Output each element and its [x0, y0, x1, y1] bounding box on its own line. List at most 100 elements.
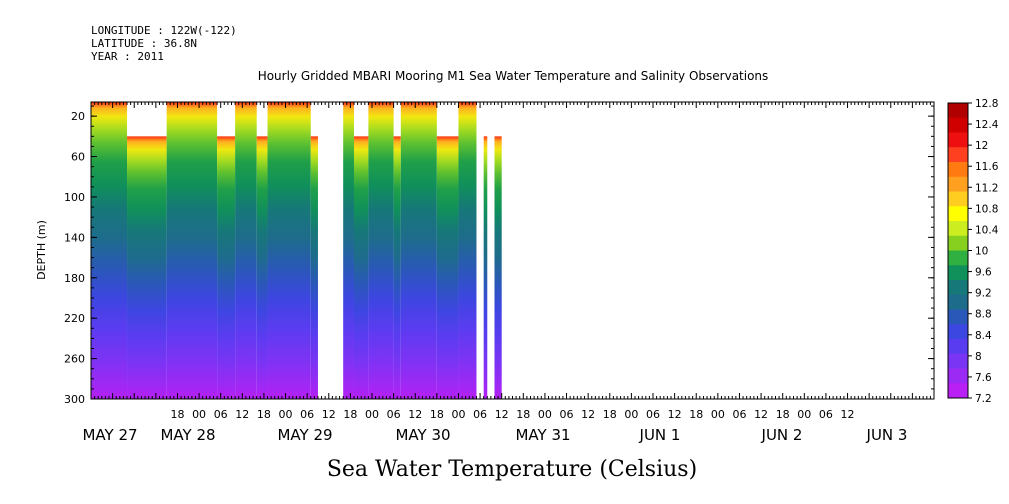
x-date-label: MAY 30 — [395, 426, 450, 444]
x-date-label: JUN 2 — [761, 426, 803, 444]
colorbar-swatch — [948, 353, 968, 369]
x-date-label: MAY 31 — [515, 426, 570, 444]
data-column — [127, 136, 167, 399]
colorbar-swatch — [948, 103, 968, 119]
x-date-label: MAY 29 — [277, 426, 332, 444]
x-tick-label: 12 — [408, 408, 422, 421]
x-axis: 18 00 06 12 18 00 06 12 18 00 06 12 18 00 06 12 18 00 06 12… — [82, 102, 935, 444]
x-tick-label: 12 — [495, 408, 509, 421]
data-column — [343, 102, 354, 399]
x-date-label: JUN 3 — [866, 426, 908, 444]
x-tick-label: 18 — [776, 408, 790, 421]
longitude-label: LONGITUDE : 122W(-122) — [91, 24, 237, 37]
x-tick-label: 18 — [170, 408, 184, 421]
y-tick-label: 100 — [64, 191, 85, 204]
x-tick-label: 00 — [365, 408, 379, 421]
colorbar-swatch — [948, 265, 968, 281]
data-column — [368, 102, 394, 399]
x-tick-label: 00 — [451, 408, 465, 421]
x-tick-label: 06 — [473, 408, 487, 421]
data-column — [436, 136, 459, 399]
data-column — [310, 136, 318, 399]
x-tick-label: 06 — [732, 408, 746, 421]
data-columns — [91, 102, 502, 399]
colorbar-swatch — [948, 235, 968, 251]
colorbar-swatch — [948, 191, 968, 207]
colorbar-label: 12.4 — [975, 119, 999, 131]
x-tick-label: 12 — [668, 408, 682, 421]
y-tick-label: 180 — [64, 272, 85, 285]
y-tick-label: 220 — [64, 312, 85, 325]
colorbar-label: 10.8 — [975, 203, 998, 215]
y-tick-label: 260 — [64, 353, 85, 366]
colorbar-label: 9.2 — [975, 288, 992, 300]
year-label: YEAR : 2011 — [91, 50, 164, 63]
colorbar-label: 11.2 — [975, 182, 998, 194]
x-tick-label: 12 — [754, 408, 768, 421]
data-column — [400, 102, 437, 399]
x-tick-label: 00 — [279, 408, 293, 421]
colorbar-label: 7.6 — [975, 372, 992, 384]
data-column — [494, 136, 502, 399]
x-tick-label: 00 — [538, 408, 552, 421]
colorbar-label: 11.6 — [975, 161, 999, 173]
x-tick-label: 06 — [819, 408, 833, 421]
plot-area — [91, 102, 934, 399]
y-tick-label: 300 — [64, 393, 85, 406]
x-tick-label: 06 — [300, 408, 314, 421]
colorbar-swatch — [948, 206, 968, 222]
data-column — [393, 136, 401, 399]
x-date-label: JUN 1 — [639, 426, 681, 444]
colorbar-swatch — [948, 309, 968, 325]
colorbar-label: 8 — [975, 351, 982, 363]
x-tick-label: 00 — [192, 408, 206, 421]
colorbar-label: 7.2 — [975, 393, 992, 405]
data-column — [353, 136, 369, 399]
colorbar-label: 12.8 — [975, 98, 998, 110]
x-tick-label: 00 — [711, 408, 725, 421]
x-tick-label: 06 — [214, 408, 228, 421]
x-tick-label: 18 — [689, 408, 703, 421]
latitude-label: LATITUDE : 36.8N — [91, 37, 197, 50]
x-tick-label: 00 — [624, 408, 638, 421]
x-tick-label: 06 — [646, 408, 660, 421]
colorbar-swatch — [948, 117, 968, 133]
colorbar-swatch — [948, 147, 968, 163]
colorbar-swatch — [948, 339, 968, 355]
data-column — [458, 102, 477, 399]
x-date-label: MAY 28 — [160, 426, 215, 444]
y-tick-label: 60 — [71, 151, 85, 164]
x-tick-label: 06 — [560, 408, 574, 421]
y-axis: 20 60 100 140 180 220 260 300 — [64, 105, 934, 406]
y-tick-label: 140 — [64, 231, 85, 244]
y-tick-label: 20 — [71, 110, 85, 123]
colorbar-swatch — [948, 368, 968, 384]
colorbar-swatch — [948, 132, 968, 148]
data-column — [91, 102, 128, 399]
data-column — [256, 136, 268, 399]
colorbar-label: 12 — [975, 140, 988, 152]
colorbar-label: 10.4 — [975, 224, 999, 236]
x-date-label: MAY 27 — [82, 426, 137, 444]
x-tick-label: 12 — [581, 408, 595, 421]
colorbar-swatch — [948, 383, 968, 399]
x-tick-label: 18 — [343, 408, 357, 421]
x-tick-label: 18 — [257, 408, 271, 421]
x-axis-title: Sea Water Temperature (Celsius) — [327, 457, 697, 482]
colorbar-swatch — [948, 250, 968, 266]
colorbar-label: 10 — [975, 246, 988, 258]
colorbar: 12.8 12.4 12 11.6 11.2 10.8 10.4 10 9.6 9.2 8.8 8.4… — [947, 98, 999, 405]
colorbar-swatch — [948, 176, 968, 192]
colorbar-swatch — [948, 162, 968, 178]
colorbar-label: 9.6 — [975, 267, 992, 279]
x-tick-label: 18 — [603, 408, 617, 421]
y-axis-label: DEPTH (m) — [35, 220, 48, 280]
x-tick-label: 06 — [387, 408, 401, 421]
colorbar-swatch — [948, 324, 968, 340]
data-column — [483, 136, 488, 399]
data-column — [267, 102, 311, 399]
colorbar-swatch — [948, 294, 968, 310]
data-column — [235, 102, 257, 399]
x-tick-label: 18 — [516, 408, 530, 421]
